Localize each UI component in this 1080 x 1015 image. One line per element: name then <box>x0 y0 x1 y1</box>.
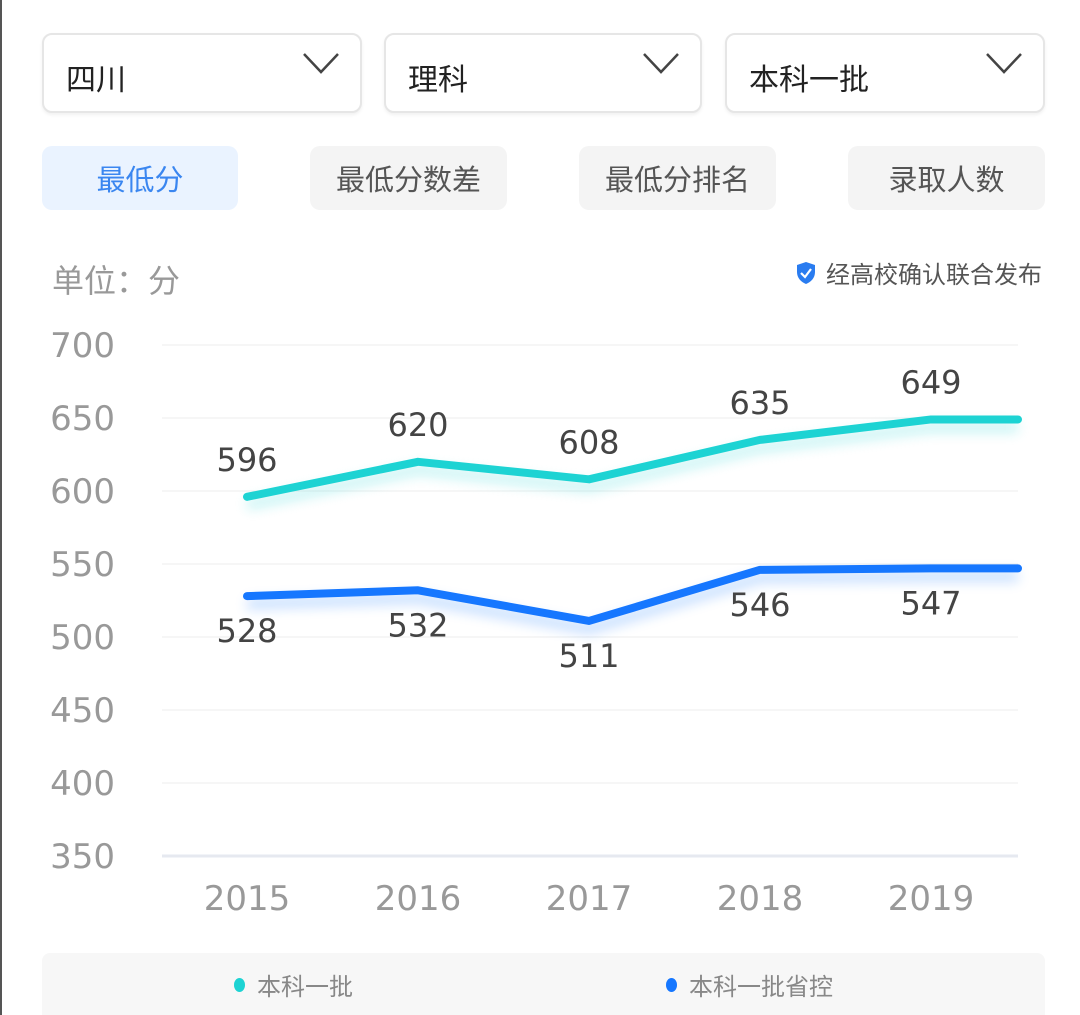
series-shadow <box>246 571 1018 635</box>
batch-select[interactable]: 本科一批 <box>725 33 1045 113</box>
legend-dot <box>234 977 245 992</box>
certification-text: 经高校确认联合发布 <box>826 261 1042 289</box>
subject-value: 理科 <box>408 63 468 98</box>
data-label: 596 <box>216 441 277 479</box>
series-line-2 <box>243 564 1022 625</box>
legend-dot <box>666 977 677 992</box>
data-label: 528 <box>216 612 277 650</box>
legend-label: 本科一批省控 <box>689 973 833 1001</box>
province-value: 四川 <box>66 63 126 98</box>
chevron-down-icon <box>986 53 1022 74</box>
data-label: 608 <box>558 423 619 461</box>
legend: 本科一批 本科一批省控 <box>42 953 1045 1015</box>
x-tick-label: 2016 <box>375 879 462 919</box>
batch-value: 本科一批 <box>749 63 869 98</box>
province-select[interactable]: 四川 <box>42 33 362 113</box>
legend-label: 本科一批 <box>257 973 353 1001</box>
data-label: 620 <box>387 406 448 444</box>
tab-min-score-rank[interactable]: 最低分排名 <box>579 146 776 210</box>
series-line-1 <box>243 415 1022 501</box>
unit-label: 单位：分 <box>52 262 181 300</box>
series-shadow <box>245 422 1018 510</box>
x-tick-label: 2017 <box>546 879 633 919</box>
tab-min-score-diff[interactable]: 最低分数差 <box>310 146 507 210</box>
y-tick-label: 350 <box>50 837 115 877</box>
data-label: 649 <box>900 363 961 401</box>
y-tick-label: 500 <box>50 618 115 658</box>
legend-item-series-2[interactable]: 本科一批省控 <box>666 967 833 1002</box>
shield-check-icon <box>797 261 815 284</box>
y-tick-label: 600 <box>50 472 115 512</box>
y-tick-label: 650 <box>50 399 115 439</box>
line-chart: 350 400 450 500 550 600 650 700 2015 2016 2017 2018… <box>50 326 1022 919</box>
certification-note: 经高校确认联合发布 <box>796 255 1042 290</box>
y-tick-label: 550 <box>50 545 115 585</box>
x-tick-label: 2018 <box>717 879 804 919</box>
x-tick-label: 2019 <box>888 879 975 919</box>
chevron-down-icon <box>643 53 679 74</box>
data-label: 635 <box>729 384 790 422</box>
tab-min-score[interactable]: 最低分 <box>42 146 238 210</box>
y-tick-label: 450 <box>50 691 115 731</box>
tab-admission-count[interactable]: 录取人数 <box>848 146 1045 210</box>
subject-select[interactable]: 理科 <box>384 33 702 113</box>
legend-item-series-1[interactable]: 本科一批 <box>234 967 353 1002</box>
x-tick-label: 2015 <box>204 879 291 919</box>
y-tick-label: 700 <box>50 326 115 366</box>
data-label: 546 <box>729 586 790 624</box>
data-label: 547 <box>900 584 961 622</box>
data-label: 532 <box>387 606 448 644</box>
y-tick-label: 400 <box>50 764 115 804</box>
data-label: 511 <box>558 637 619 675</box>
chevron-down-icon <box>303 53 339 74</box>
